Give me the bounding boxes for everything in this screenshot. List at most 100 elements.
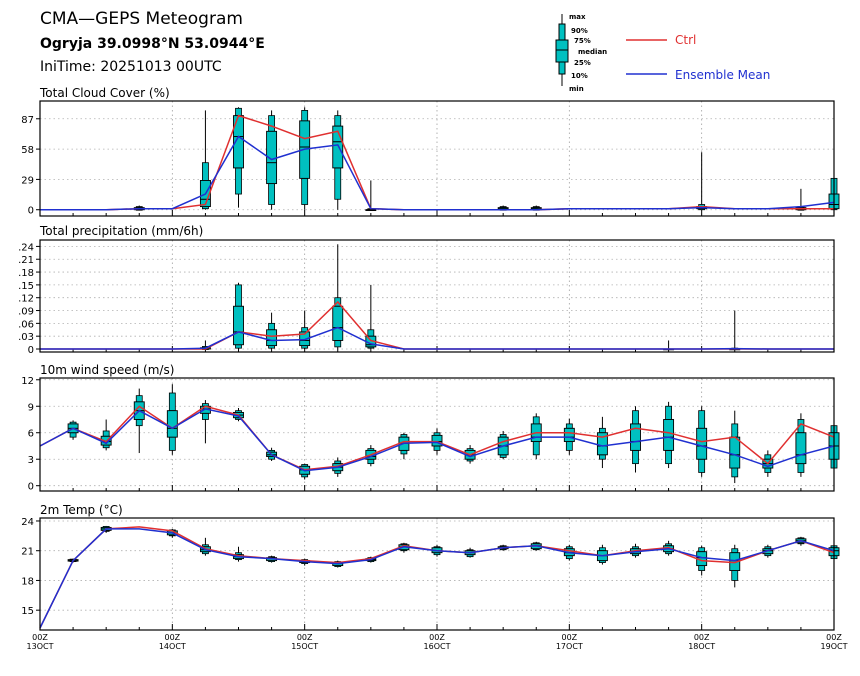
temperature-box [729, 544, 741, 588]
cloud-cover-mean-line [40, 135, 835, 211]
wind-speed-box-iqr [795, 432, 807, 465]
precipitation-box [299, 310, 311, 350]
wind-speed-box-upper [532, 416, 540, 425]
temperature-xtick-label-date: 13OCT [27, 642, 54, 651]
wind-speed-box-lower [69, 432, 77, 438]
wind-speed-box-lower [202, 412, 209, 420]
wind-speed-box-iqr [729, 436, 741, 469]
legend-label-p25: 25% [574, 59, 591, 67]
precipitation-box-upper [235, 284, 242, 307]
panel-title-wind-speed: 10m wind speed (m/s) [40, 363, 174, 377]
wind-speed-box-iqr [431, 434, 443, 447]
precipitation-ytick-label: .03 [18, 332, 34, 343]
cloud-cover-box-upper [202, 162, 209, 181]
temperature-box-lower [698, 565, 706, 571]
wind-speed-box [663, 401, 675, 469]
temperature-xtick-label-time: 00Z [429, 633, 445, 642]
cloud-cover-box-upper [301, 110, 309, 122]
wind-speed-ytick-label: 6 [28, 429, 34, 440]
cloud-cover-box-upper [235, 107, 242, 117]
temperature-frame [39, 517, 835, 631]
legend-label-min: min [569, 85, 584, 93]
precipitation-ytick-label: 0 [28, 345, 34, 356]
precipitation-mean-line [40, 326, 834, 350]
wind-speed-box-lower [764, 467, 772, 473]
wind-speed-ytick-label: 3 [28, 455, 34, 466]
wind-speed-box-lower [135, 419, 143, 427]
precipitation-box-iqr [266, 329, 278, 347]
wind-speed-box [166, 384, 178, 455]
temperature-ytick-label: 18 [21, 576, 34, 587]
cloud-cover-ytick-label: 29 [21, 175, 34, 186]
precipitation-box [365, 284, 377, 350]
legend-label-p90: 90% [571, 27, 588, 35]
wind-speed-box-iqr [596, 432, 608, 456]
legend-mean-label: Ensemble Mean [675, 68, 770, 82]
cloud-cover-box [233, 107, 244, 208]
precipitation-box [266, 312, 278, 350]
temperature-box-upper [731, 548, 739, 554]
cloud-cover-box [365, 180, 377, 211]
temperature-xtick-label-date: 18OCT [688, 642, 715, 651]
wind-speed-box-iqr [663, 419, 675, 451]
panel-title-temperature: 2m Temp (°C) [40, 503, 123, 517]
wind-speed-box-upper [665, 405, 672, 420]
wind-speed-box [795, 413, 807, 477]
temperature-mean-line [39, 528, 835, 629]
wind-speed-box [630, 406, 641, 473]
temperature-xtick-label-time: 00Z [826, 633, 842, 642]
cloud-cover-box-lower [301, 177, 309, 205]
precipitation-box-lower [235, 344, 242, 349]
panel-title-cloud-cover: Total Cloud Cover (%) [39, 86, 170, 100]
wind-speed-box-lower [731, 467, 739, 478]
precipitation-box [729, 310, 741, 351]
legend-label-max: max [569, 13, 586, 21]
cloud-cover-ytick-label: 0 [28, 206, 34, 217]
temperature-box-lower [731, 570, 739, 581]
wind-speed-box-lower [400, 449, 408, 455]
wind-speed-box [596, 416, 608, 469]
wind-speed-box-iqr [166, 410, 178, 438]
init-time-label: IniTime: 20251013 00UTC [40, 59, 222, 75]
precipitation-box-iqr [299, 331, 311, 347]
precipitation-ytick-label: .06 [18, 319, 34, 330]
precipitation-box [332, 244, 344, 350]
wind-speed-box-upper [764, 454, 772, 460]
temperature-box [233, 546, 244, 562]
legend-label-p10: 10% [571, 72, 588, 80]
panel-wind-speed: 10m wind speed (m/s) 0 3 6 9 12 [21, 363, 840, 493]
wind-speed-box-lower [797, 463, 805, 473]
legend-box-glyph [555, 14, 569, 86]
wind-speed-box-lower [367, 458, 375, 465]
temperature-ytick-label: 24 [21, 517, 34, 528]
precipitation-ytick-label: .09 [18, 307, 34, 318]
cloud-cover-box [696, 152, 708, 211]
wind-speed-box-upper [599, 427, 606, 434]
temperature-xtick-label-date: 15OCT [291, 642, 318, 651]
wind-speed-box-upper [102, 430, 110, 437]
cloud-cover-box [332, 110, 344, 210]
precipitation-ytick-label: .12 [18, 294, 34, 305]
wind-speed-box-lower [599, 454, 606, 460]
temperature-xtick-label-time: 00Z [561, 633, 577, 642]
legend-label-median: median [578, 48, 607, 56]
temperature-ytick-label: 15 [21, 606, 34, 617]
wind-speed-frame [39, 377, 835, 492]
precipitation-box-lower [334, 340, 342, 348]
cloud-cover-box-lower [268, 183, 275, 205]
wind-speed-box-upper [168, 392, 176, 412]
cloud-cover-ytick-label: 58 [21, 145, 34, 156]
panel-precipitation: Total precipitation (mm/6h) 0 .03 .06.09 .1… [18, 224, 835, 356]
wind-speed-box-iqr [630, 423, 641, 451]
wind-speed-box [729, 410, 741, 484]
wind-speed-box-upper [731, 423, 739, 438]
precipitation-box-iqr [332, 305, 344, 341]
wind-speed-box-lower [532, 441, 540, 456]
temperature-xtick-label-time: 00Z [164, 633, 180, 642]
temperature-xtick-label-date: 19OCT [821, 642, 848, 651]
cloud-cover-box-upper [334, 115, 342, 127]
wind-speed-box-upper [698, 410, 706, 429]
temperature-ytick-label: 21 [21, 547, 34, 558]
panel-title-precipitation: Total precipitation (mm/6h) [39, 224, 203, 238]
